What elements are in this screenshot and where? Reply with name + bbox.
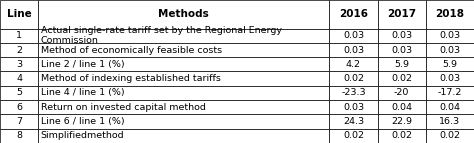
Text: 0.02: 0.02	[343, 74, 364, 83]
Text: 1: 1	[16, 31, 22, 40]
Bar	[38, 29, 329, 43]
Bar	[426, 72, 474, 86]
Bar	[0, 129, 38, 143]
Text: -20: -20	[394, 89, 410, 97]
Bar	[0, 0, 38, 29]
Text: 0.04: 0.04	[439, 103, 460, 112]
Text: 0.03: 0.03	[391, 46, 412, 54]
Text: 7: 7	[16, 117, 22, 126]
Bar	[329, 43, 378, 57]
Text: 2017: 2017	[387, 9, 416, 19]
Bar	[426, 0, 474, 29]
Text: Method of economically feasible costs: Method of economically feasible costs	[41, 46, 222, 54]
Text: 0.03: 0.03	[439, 46, 460, 54]
Text: 16.3: 16.3	[439, 117, 460, 126]
Bar	[378, 57, 426, 72]
Text: 8: 8	[16, 131, 22, 140]
Text: 0.02: 0.02	[439, 131, 460, 140]
Text: 0.03: 0.03	[343, 46, 364, 54]
Text: 22.9: 22.9	[391, 117, 412, 126]
Bar	[378, 43, 426, 57]
Text: 5: 5	[16, 89, 22, 97]
Bar	[38, 114, 329, 129]
Bar	[38, 100, 329, 114]
Text: 3: 3	[16, 60, 22, 69]
Text: 0.04: 0.04	[391, 103, 412, 112]
Text: Return on invested capital method: Return on invested capital method	[41, 103, 205, 112]
Text: 2018: 2018	[436, 9, 465, 19]
Bar	[378, 29, 426, 43]
Text: 0.03: 0.03	[439, 31, 460, 40]
Bar	[426, 129, 474, 143]
Bar	[0, 100, 38, 114]
Text: 0.03: 0.03	[439, 74, 460, 83]
Bar	[426, 57, 474, 72]
Text: Actual single-rate tariff set by the Regional Energy
Commission: Actual single-rate tariff set by the Reg…	[41, 26, 282, 45]
Bar	[329, 86, 378, 100]
Text: Line: Line	[7, 9, 31, 19]
Text: 2016: 2016	[339, 9, 368, 19]
Text: 0.02: 0.02	[391, 131, 412, 140]
Bar	[38, 0, 329, 29]
Text: Line 2 / line 1 (%): Line 2 / line 1 (%)	[41, 60, 124, 69]
Text: Line 4 / line 1 (%): Line 4 / line 1 (%)	[41, 89, 124, 97]
Text: 5.9: 5.9	[442, 60, 457, 69]
Text: 0.02: 0.02	[343, 131, 364, 140]
Bar	[38, 129, 329, 143]
Text: 6: 6	[16, 103, 22, 112]
Bar	[0, 86, 38, 100]
Text: -23.3: -23.3	[341, 89, 366, 97]
Text: Line 6 / line 1 (%): Line 6 / line 1 (%)	[41, 117, 124, 126]
Bar	[329, 0, 378, 29]
Text: Method of indexing established tariffs: Method of indexing established tariffs	[41, 74, 220, 83]
Bar	[378, 129, 426, 143]
Bar	[38, 72, 329, 86]
Bar	[38, 86, 329, 100]
Bar	[38, 43, 329, 57]
Bar	[378, 114, 426, 129]
Bar	[329, 114, 378, 129]
Text: 2: 2	[16, 46, 22, 54]
Bar	[378, 72, 426, 86]
Bar	[378, 0, 426, 29]
Bar	[0, 29, 38, 43]
Bar	[0, 57, 38, 72]
Text: 24.3: 24.3	[343, 117, 364, 126]
Bar	[0, 114, 38, 129]
Bar	[0, 72, 38, 86]
Bar	[0, 43, 38, 57]
Text: 0.03: 0.03	[343, 31, 364, 40]
Bar	[426, 100, 474, 114]
Bar	[329, 129, 378, 143]
Text: -17.2: -17.2	[438, 89, 462, 97]
Text: Simplifiedmethod: Simplifiedmethod	[41, 131, 124, 140]
Bar	[329, 57, 378, 72]
Bar	[329, 100, 378, 114]
Text: Methods: Methods	[158, 9, 209, 19]
Text: 4.2: 4.2	[346, 60, 361, 69]
Text: 5.9: 5.9	[394, 60, 409, 69]
Bar	[378, 86, 426, 100]
Bar	[426, 29, 474, 43]
Text: 0.03: 0.03	[391, 31, 412, 40]
Bar	[329, 72, 378, 86]
Bar	[378, 100, 426, 114]
Text: 0.03: 0.03	[343, 103, 364, 112]
Text: 0.02: 0.02	[391, 74, 412, 83]
Bar	[38, 57, 329, 72]
Bar	[426, 43, 474, 57]
Bar	[426, 86, 474, 100]
Bar	[426, 114, 474, 129]
Text: 4: 4	[16, 74, 22, 83]
Bar	[329, 29, 378, 43]
